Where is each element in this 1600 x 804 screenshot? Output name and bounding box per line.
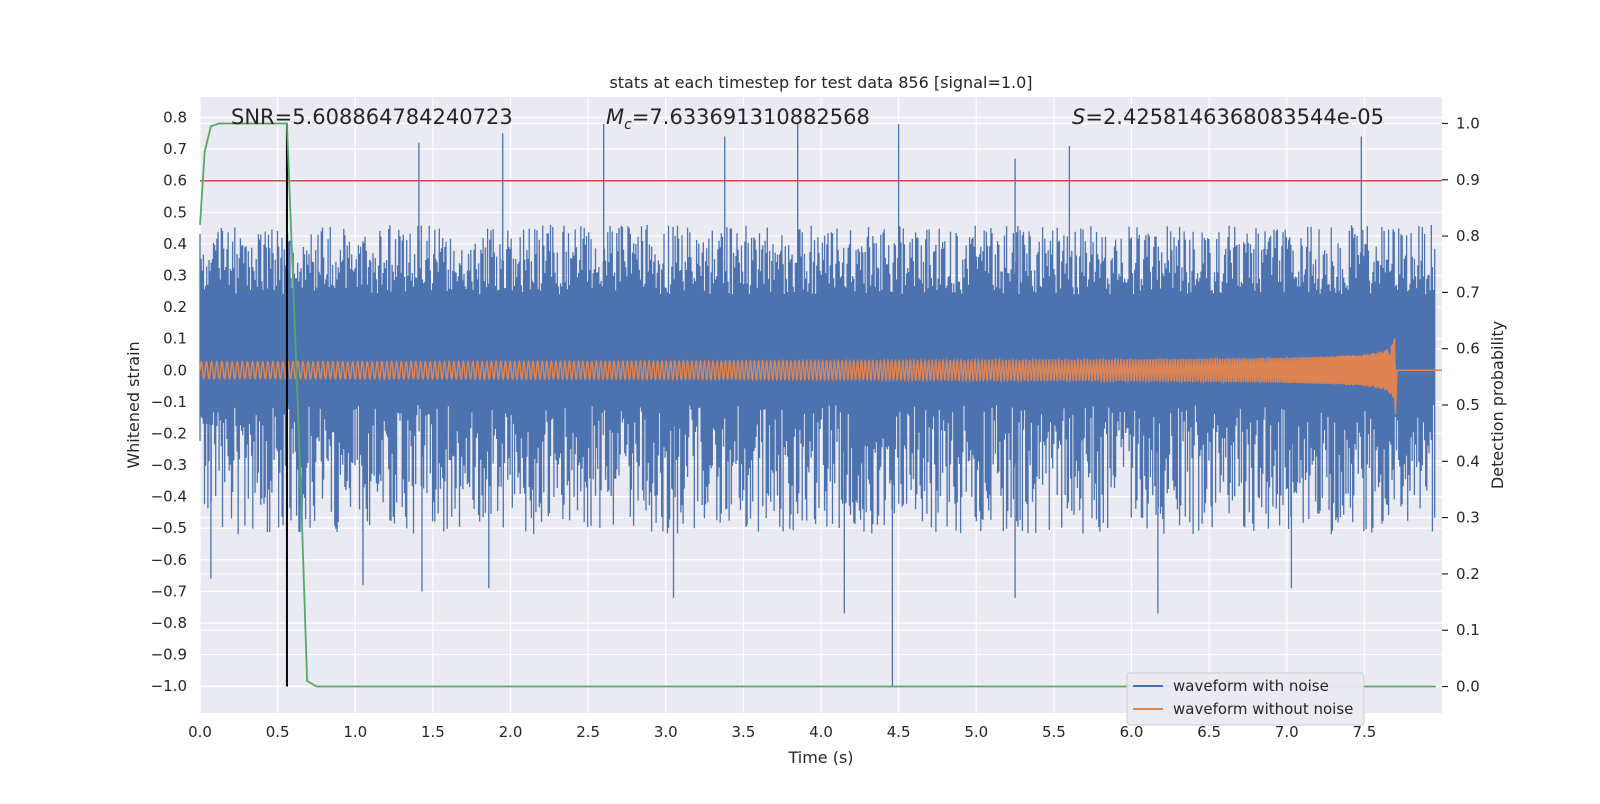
y-tick-label-left: 0.1: [163, 330, 187, 348]
axes: 0.0 0.5 1.0 1.5 2.0 2.5 3.0 3.5 4.0 4.5 5.0 5.5 6.0 6…: [151, 109, 1480, 741]
x-tick-label: 1.0: [343, 723, 367, 741]
x-tick-label: 5.5: [1042, 723, 1066, 741]
snr-annotation: SNR=5.608864784240723: [231, 105, 513, 129]
chirp-mass-symbol: M: [606, 105, 624, 129]
chart-title: stats at each timestep for test data 856…: [609, 73, 1032, 92]
x-tick-label: 6.0: [1120, 723, 1144, 741]
y-tick-label-right: 0.1: [1456, 621, 1480, 639]
s-value: =2.4258146368083544e-05: [1085, 105, 1384, 129]
s-annotation: S=2.4258146368083544e-05: [1072, 105, 1384, 129]
y-tick-label-left: 0.0: [163, 361, 187, 379]
series-detection-probability: [199, 122, 1436, 688]
chirp-mass-annotation: Mc=7.633691310882568: [606, 105, 870, 133]
y-tick-label-left: −0.9: [151, 646, 187, 664]
y-tick-label-left: −0.4: [151, 488, 187, 506]
y-axis-label-left: Whitened strain: [124, 341, 143, 468]
x-tick-label: 4.5: [887, 723, 911, 741]
x-tick-label: 4.0: [809, 723, 833, 741]
x-tick-label: 5.0: [964, 723, 988, 741]
y-tick-label-left: 0.5: [163, 203, 187, 221]
x-tick-label: 2.5: [576, 723, 600, 741]
x-tick-label: 7.5: [1352, 723, 1376, 741]
x-tick-label: 6.5: [1197, 723, 1221, 741]
y-tick-label-right: 0.0: [1456, 678, 1480, 696]
x-tick-label: 3.0: [654, 723, 678, 741]
x-tick-label: 3.5: [731, 723, 755, 741]
legend-label-noise: waveform with noise: [1173, 677, 1329, 695]
legend-label-clean: waveform without noise: [1173, 700, 1353, 718]
y-tick-label-right: 0.5: [1456, 396, 1480, 414]
y-tick-label-left: 0.4: [163, 235, 187, 253]
y-tick-label-right: 0.9: [1456, 171, 1480, 189]
x-tick-label: 7.0: [1275, 723, 1299, 741]
y-tick-label-left: 0.3: [163, 266, 187, 284]
y-tick-label-right: 0.3: [1456, 509, 1480, 527]
y-tick-label-left: −0.3: [151, 456, 187, 474]
y-tick-label-right: 0.4: [1456, 452, 1480, 470]
legend: waveform with noise waveform without noi…: [1126, 672, 1365, 726]
y-tick-label-right: 0.8: [1456, 227, 1480, 245]
y-tick-label-right: 0.2: [1456, 565, 1480, 583]
y-tick-label-left: 0.2: [163, 298, 187, 316]
x-tick-label: 0.5: [266, 723, 290, 741]
y-tick-label-left: −0.7: [151, 582, 187, 600]
y-tick-label-left: −0.5: [151, 519, 187, 537]
y-tick-label-left: 0.7: [163, 140, 187, 158]
y-tick-label-left: −0.8: [151, 614, 187, 632]
y-tick-label-left: −0.6: [151, 551, 187, 569]
s-symbol: S: [1072, 105, 1085, 129]
series-waveform-without-noise: [199, 338, 1442, 415]
y-axis-label-right: Detection probability: [1488, 321, 1507, 489]
y-tick-label-right: 0.7: [1456, 283, 1480, 301]
plot-area: [199, 122, 1442, 688]
x-tick-label: 1.5: [421, 723, 445, 741]
y-tick-label-right: 0.6: [1456, 340, 1480, 358]
y-tick-label-left: −0.1: [151, 393, 187, 411]
x-tick-label: 0.0: [188, 723, 212, 741]
x-tick-label: 2.0: [499, 723, 523, 741]
chirp-mass-subscript: c: [624, 117, 632, 133]
legend-box: [1126, 672, 1365, 726]
y-tick-label-left: −1.0: [151, 677, 187, 695]
y-tick-label-left: 0.8: [163, 109, 187, 127]
x-axis-label: Time (s): [787, 748, 853, 767]
y-tick-label-left: −0.2: [151, 424, 187, 442]
chirp-mass-value: =7.633691310882568: [632, 105, 870, 129]
y-tick-label-left: 0.6: [163, 172, 187, 190]
y-tick-label-right: 1.0: [1456, 114, 1480, 132]
